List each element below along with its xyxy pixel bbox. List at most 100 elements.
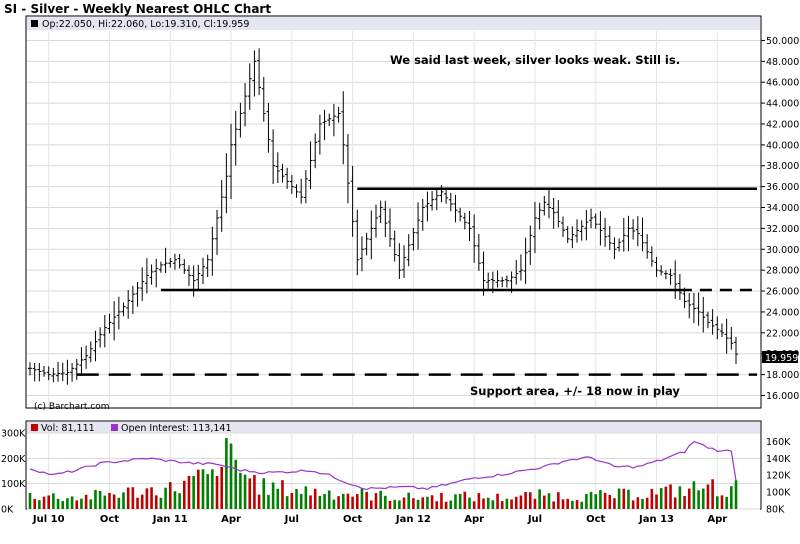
volume-bar (528, 492, 532, 509)
open-interest-legend-label: Open Interest: 113,141 (121, 423, 232, 434)
volume-bar (398, 500, 401, 509)
ohlc-bar (46, 366, 51, 381)
x-tick-label: Jan 13 (638, 514, 674, 525)
ohlc-bar (112, 301, 117, 341)
ohlc-bar (116, 296, 121, 330)
volume-bar (337, 496, 340, 509)
ohlc-bar (663, 270, 668, 280)
volume-bar (384, 495, 387, 509)
volume-bar (575, 500, 579, 509)
volume-bar (608, 494, 612, 509)
volume-bar (613, 498, 616, 509)
ohlc-bar (687, 293, 692, 319)
ohlc-bar (546, 189, 551, 219)
ohlc-bar (402, 245, 407, 278)
volume-bar (154, 495, 158, 509)
volume-bar (136, 497, 139, 509)
ohlc-bar (261, 76, 266, 122)
ohlc-bar (448, 192, 453, 212)
volume-bar (426, 496, 429, 509)
volume-bar (164, 487, 167, 509)
ohlc-bar (420, 198, 425, 231)
x-tick-label: Jul 10 (32, 514, 65, 525)
volume-bar (117, 497, 121, 509)
ohlc-bar (462, 212, 467, 230)
volume-bar (622, 488, 626, 509)
volume-bar (360, 488, 364, 509)
volume-bar (566, 498, 569, 509)
volume-bar (449, 500, 453, 509)
x-tick-label: Oct (586, 514, 605, 525)
x-tick-label: Oct (100, 514, 119, 525)
ohlc-bar (140, 267, 145, 302)
open-interest-y-tick-label: 80K (766, 505, 785, 516)
ohlc-bar (416, 202, 421, 250)
ohlc-bar (172, 253, 177, 270)
volume-bar (388, 500, 392, 509)
volume-bar (365, 491, 368, 509)
ohlc-bar (182, 259, 187, 274)
volume-bar (510, 499, 513, 509)
ohlc-bar (701, 296, 706, 333)
volume-bar (351, 496, 354, 509)
ohlc-bar (654, 256, 659, 277)
volume-bar (659, 488, 663, 509)
price-y-tick-label: 36.000 (766, 182, 799, 193)
ohlc-bar (121, 302, 126, 317)
last-value-label: 19.959 (765, 353, 798, 364)
ohlc-bar (322, 109, 327, 141)
ohlc-bar (486, 272, 491, 289)
ohlc-bar (257, 48, 262, 96)
volume-bar (211, 469, 214, 509)
volume-bar (42, 496, 46, 509)
ohlc-bar (158, 261, 163, 273)
volume-bar (711, 479, 714, 509)
price-y-tick-label: 28.000 (766, 266, 799, 277)
ohlc-bar (163, 247, 168, 274)
volume-bar (243, 474, 247, 509)
ohlc-bar (60, 362, 65, 382)
ohlc-bar (621, 218, 626, 252)
ohlc-bar (504, 275, 509, 288)
volume-bar (673, 497, 677, 509)
price-y-tick-label: 42.000 (766, 119, 799, 130)
volume-bar (533, 498, 537, 509)
ohlc-legend-swatch (31, 20, 38, 27)
ohlc-bar (266, 102, 271, 153)
ohlc-bar (388, 208, 393, 247)
ohlc-bar (289, 174, 294, 194)
ohlc-bar (691, 292, 696, 324)
volume-bar (267, 494, 270, 509)
ohlc-bar (649, 246, 654, 267)
volume-bar (547, 493, 551, 509)
ohlc-bar (200, 257, 205, 285)
ohlc-bar (252, 50, 257, 97)
ohlc-bar (168, 257, 173, 268)
price-y-tick-label: 40.000 (766, 140, 799, 151)
volume-bar (215, 476, 219, 509)
volume-bar (687, 488, 691, 509)
ohlc-bar (191, 265, 196, 297)
x-tick-label: Jul (284, 514, 299, 525)
volume-bar (197, 469, 200, 509)
volume-bar (276, 488, 280, 509)
volume-panel (25, 420, 762, 510)
open-interest-y-tick-label: 100K (766, 488, 791, 499)
volume-bar (468, 497, 471, 509)
ohlc-bar (359, 236, 364, 272)
volume-bar (126, 487, 130, 509)
volume-bar (645, 497, 649, 509)
volume-bar (683, 496, 686, 509)
volume-bar (346, 493, 350, 509)
ohlc-bar (607, 226, 612, 250)
volume-bar (150, 487, 153, 509)
ohlc-bar (205, 254, 210, 277)
ohlc-bar (476, 233, 481, 271)
ohlc-bar (107, 313, 112, 334)
ohlc-bar (299, 178, 304, 204)
volume-bar (140, 494, 144, 509)
x-axis: Jul 10 Oct Jan 11 Apr Jul Oct Jan 12 Apr Jul Oct J… (32, 514, 727, 525)
ohlc-bar (584, 210, 589, 241)
volume-bar (435, 501, 439, 509)
